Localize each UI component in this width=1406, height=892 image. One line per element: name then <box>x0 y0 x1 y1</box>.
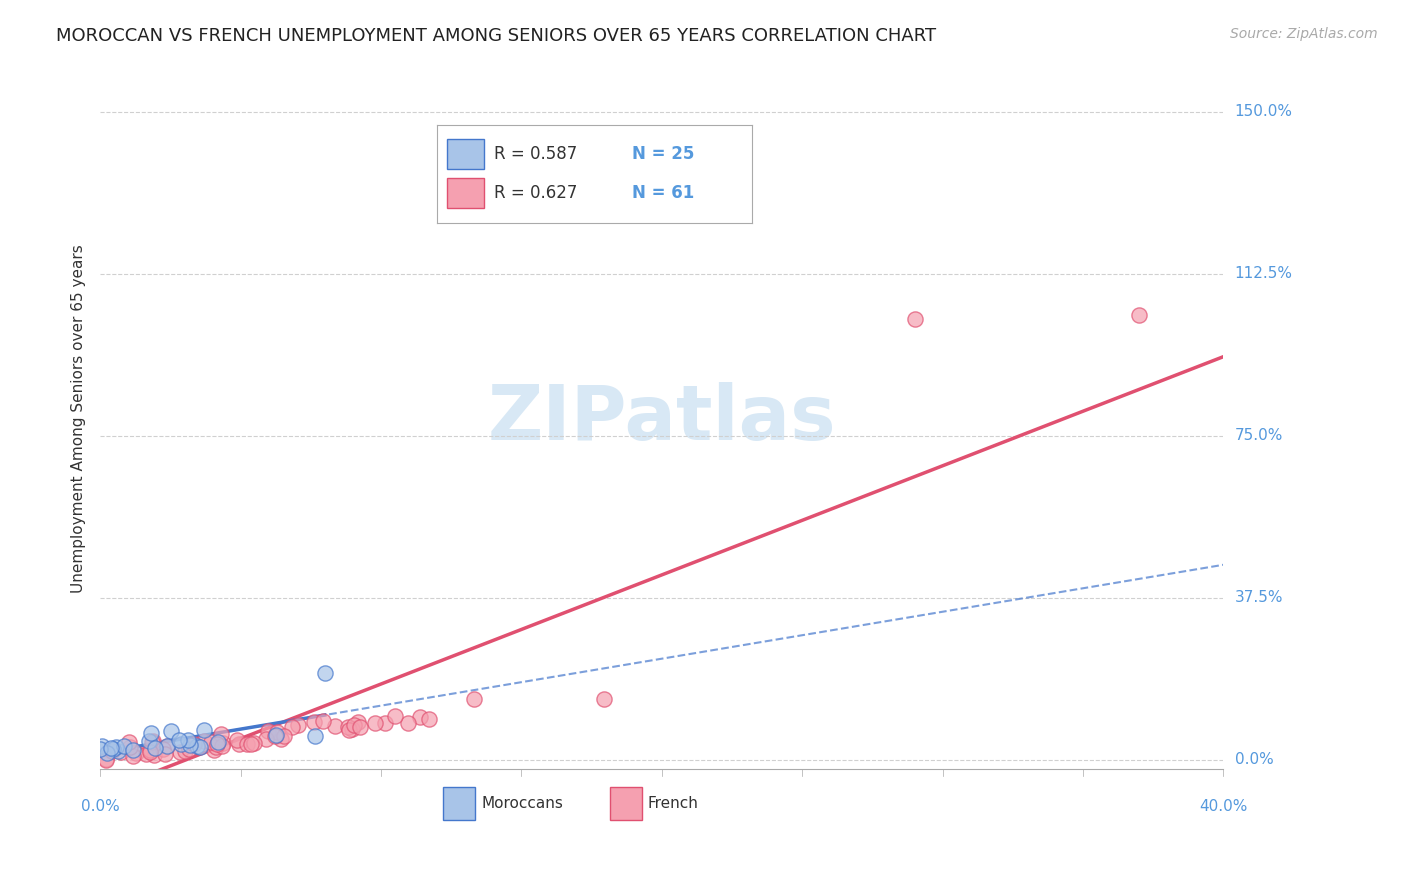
Point <box>118 739 141 754</box>
Point <box>183 737 205 751</box>
Point <box>100 741 122 756</box>
Text: 150.0%: 150.0% <box>1234 104 1292 120</box>
Point <box>226 733 249 747</box>
Point <box>211 739 233 753</box>
Point <box>207 738 229 752</box>
Point <box>349 720 371 734</box>
Point <box>139 726 162 740</box>
Point <box>96 753 118 767</box>
Point <box>138 743 160 757</box>
Point <box>110 745 132 759</box>
Text: Source: ZipAtlas.com: Source: ZipAtlas.com <box>1230 27 1378 41</box>
Point <box>139 745 162 759</box>
Point <box>193 723 215 738</box>
Point <box>236 737 259 751</box>
Point <box>205 740 228 755</box>
Point <box>212 736 235 750</box>
Point <box>143 741 166 756</box>
Point <box>169 746 191 760</box>
Point <box>257 724 280 739</box>
Text: 112.5%: 112.5% <box>1234 267 1292 281</box>
Text: 0.0%: 0.0% <box>1234 752 1274 767</box>
Point <box>281 720 304 734</box>
Point <box>336 720 359 734</box>
Point <box>228 737 250 751</box>
Text: MOROCCAN VS FRENCH UNEMPLOYMENT AMONG SENIORS OVER 65 YEARS CORRELATION CHART: MOROCCAN VS FRENCH UNEMPLOYMENT AMONG SE… <box>56 27 936 45</box>
Point <box>346 714 368 729</box>
Point <box>254 731 277 746</box>
Point <box>384 709 406 723</box>
Point <box>200 734 222 748</box>
Point <box>179 739 201 753</box>
Point <box>101 744 124 758</box>
Point <box>242 736 264 750</box>
Text: 75.0%: 75.0% <box>1234 428 1282 443</box>
Point <box>409 710 432 724</box>
Point <box>396 715 419 730</box>
Point <box>337 723 360 738</box>
Point <box>112 739 135 753</box>
Point <box>122 749 145 764</box>
Point <box>264 728 287 742</box>
Point <box>266 724 288 739</box>
Point <box>1128 308 1150 322</box>
Point <box>177 733 200 747</box>
Point <box>96 752 118 766</box>
Point <box>270 732 292 747</box>
Point <box>193 733 215 747</box>
Point <box>418 712 440 726</box>
Point <box>153 747 176 761</box>
Text: ZIPatlas: ZIPatlas <box>488 382 837 456</box>
Point <box>314 666 336 681</box>
Point <box>107 743 129 757</box>
Point <box>202 743 225 757</box>
Point <box>135 747 157 762</box>
Point <box>177 741 200 756</box>
Point <box>903 312 925 326</box>
Point <box>374 715 396 730</box>
Point <box>287 717 309 731</box>
Point <box>152 742 174 756</box>
Point <box>167 732 190 747</box>
Text: 0.0%: 0.0% <box>80 799 120 814</box>
Point <box>125 746 148 760</box>
Point <box>138 734 160 748</box>
Text: 37.5%: 37.5% <box>1234 591 1284 606</box>
Point <box>122 743 145 757</box>
Point <box>156 739 179 753</box>
Point <box>101 742 124 756</box>
Point <box>159 724 181 739</box>
Point <box>302 714 325 729</box>
Point <box>207 735 229 749</box>
Point <box>264 729 287 743</box>
Point <box>340 722 363 736</box>
Point <box>96 746 118 760</box>
Point <box>118 735 141 749</box>
Point <box>304 729 326 743</box>
Point <box>240 737 263 751</box>
Point <box>190 740 212 755</box>
Text: 40.0%: 40.0% <box>1199 799 1247 814</box>
Point <box>463 692 485 706</box>
Y-axis label: Unemployment Among Seniors over 65 years: Unemployment Among Seniors over 65 years <box>72 244 86 593</box>
Point <box>156 739 179 753</box>
Point <box>343 718 366 732</box>
Point <box>142 748 165 763</box>
Point <box>593 692 616 706</box>
Point <box>104 739 127 754</box>
Point <box>90 739 112 753</box>
Point <box>323 719 346 733</box>
Point <box>141 735 163 749</box>
Point <box>312 714 335 728</box>
Point <box>89 741 111 756</box>
Point <box>170 737 193 751</box>
Point <box>142 734 165 748</box>
Point <box>209 727 232 741</box>
Point <box>364 715 387 730</box>
Point <box>273 729 295 743</box>
Point <box>186 739 208 754</box>
Point <box>173 744 195 758</box>
